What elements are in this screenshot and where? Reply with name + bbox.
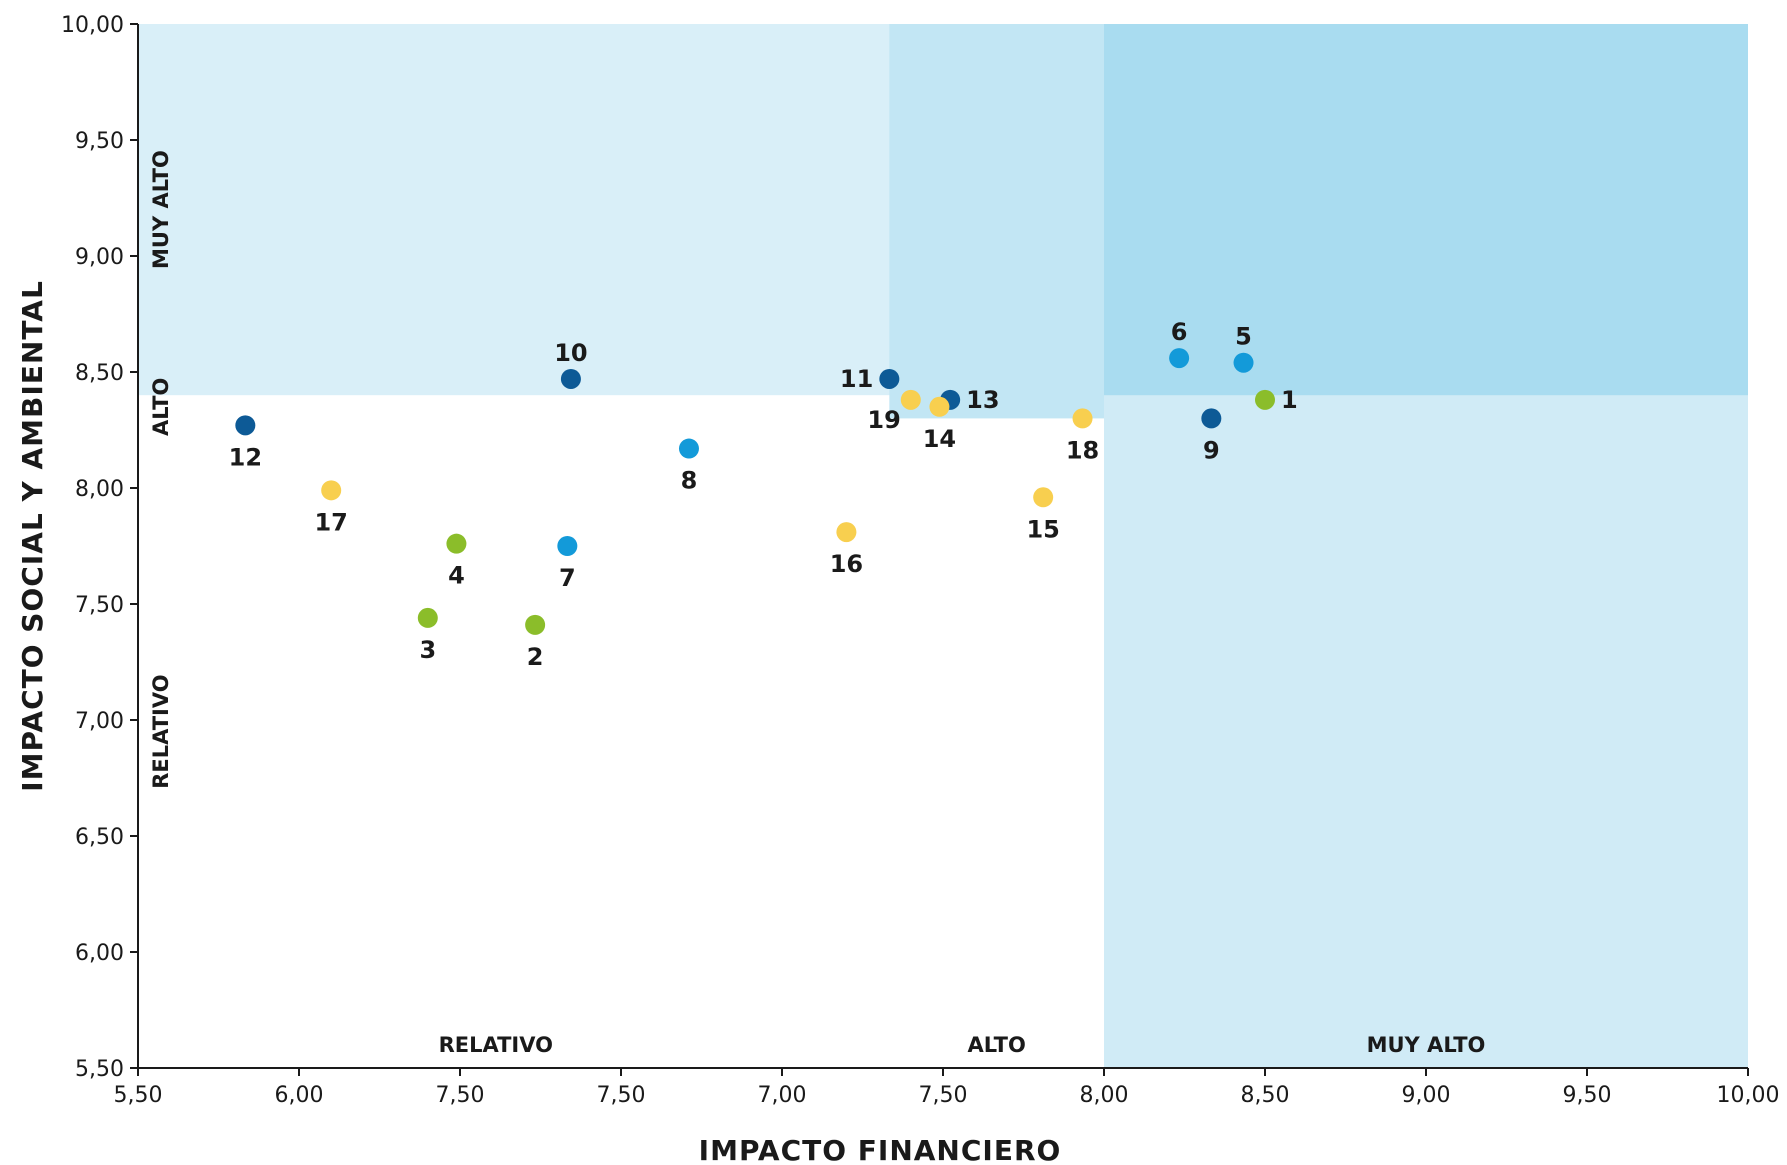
data-point-19 (900, 389, 921, 410)
zone-top-right (1104, 24, 1748, 396)
data-point-label: 17 (314, 508, 347, 536)
data-point-18 (1072, 408, 1093, 429)
y-ticks: 5,50 6,00 6,50 7,00 7,50 8,00 8,50 9,00 9,50 10,0… (61, 13, 138, 1082)
data-point-label: 6 (1171, 318, 1188, 346)
y-tick-label: 8,50 (75, 361, 124, 386)
data-point-label: 4 (448, 562, 465, 590)
data-point-6 (1169, 348, 1190, 369)
x-tick-label: 7,00 (758, 1083, 807, 1108)
y-zone-label: ALTO (149, 378, 173, 436)
x-tick-label: 9,00 (1402, 1083, 1451, 1108)
x-axis-title: IMPACTO FINANCIERO (699, 1134, 1062, 1165)
y-tick-label: 8,00 (75, 477, 124, 502)
data-point-label: 14 (923, 425, 956, 453)
x-tick-label: 7,50 (436, 1083, 485, 1108)
x-ticks: 5,50 6,00 7,50 7,50 7,00 7,50 8,00 8,50 9,00 9,50… (114, 1068, 1780, 1108)
y-tick-label: 6,50 (75, 825, 124, 850)
data-point-7 (557, 536, 578, 556)
x-zone-label: MUY ALTO (1367, 1033, 1486, 1057)
x-tick-label: 5,50 (114, 1083, 163, 1108)
data-point-label: 9 (1203, 436, 1220, 464)
data-point-label: 1 (1281, 386, 1298, 414)
x-tick-label: 8,50 (1241, 1083, 1290, 1108)
data-point-14 (929, 396, 950, 417)
x-zone-label: RELATIVO (439, 1033, 553, 1057)
zone-labels: RELATIVO ALTO MUY ALTO RELATIVO ALTO MUY ALTO (149, 150, 1485, 1057)
x-tick-label: 6,00 (275, 1083, 324, 1108)
data-point-label: 10 (554, 339, 587, 367)
data-point-label: 11 (840, 365, 873, 393)
data-point-16 (836, 522, 857, 543)
data-point-label: 5 (1235, 323, 1252, 351)
data-point-10 (560, 368, 581, 389)
data-point-label: 15 (1026, 515, 1059, 543)
data-point-label: 13 (966, 386, 999, 414)
data-point-2 (525, 614, 546, 635)
x-tick-label: 7,50 (597, 1083, 646, 1108)
y-zone-label: RELATIVO (149, 674, 173, 788)
y-tick-label: 10,00 (61, 13, 124, 38)
x-tick-label: 7,50 (919, 1083, 968, 1108)
y-tick-label: 5,50 (75, 1057, 124, 1082)
data-point-3 (417, 607, 438, 628)
data-point-11 (879, 368, 900, 389)
data-point-4 (446, 533, 467, 554)
chart-zones (138, 24, 1748, 1068)
data-point-label: 18 (1066, 436, 1099, 464)
data-point-label: 16 (830, 550, 863, 578)
data-point-label: 2 (527, 643, 544, 671)
y-tick-label: 7,00 (75, 709, 124, 734)
data-point-8 (678, 438, 699, 459)
x-tick-label: 10,00 (1717, 1083, 1780, 1108)
x-zone-label: ALTO (967, 1033, 1025, 1057)
data-point-15 (1033, 487, 1054, 508)
x-tick-label: 9,50 (1563, 1083, 1612, 1108)
y-zone-label: MUY ALTO (149, 150, 173, 269)
y-tick-label: 9,50 (75, 129, 124, 154)
data-point-17 (321, 480, 342, 501)
data-point-label: 7 (559, 564, 576, 592)
data-point-label: 3 (419, 636, 436, 664)
data-point-label: 12 (229, 443, 262, 471)
y-axis-title: IMPACTO SOCIAL Y AMBIENTAL (16, 280, 49, 792)
data-point-5 (1233, 352, 1254, 373)
y-tick-label: 9,00 (75, 245, 124, 270)
data-point-label: 19 (867, 406, 900, 434)
data-point-12 (235, 415, 256, 436)
y-tick-label: 6,00 (75, 941, 124, 966)
data-point-9 (1201, 408, 1222, 429)
data-point-label: 8 (681, 467, 698, 495)
x-tick-label: 8,00 (1080, 1083, 1129, 1108)
data-point-1 (1255, 389, 1275, 410)
y-tick-label: 7,50 (75, 593, 124, 618)
